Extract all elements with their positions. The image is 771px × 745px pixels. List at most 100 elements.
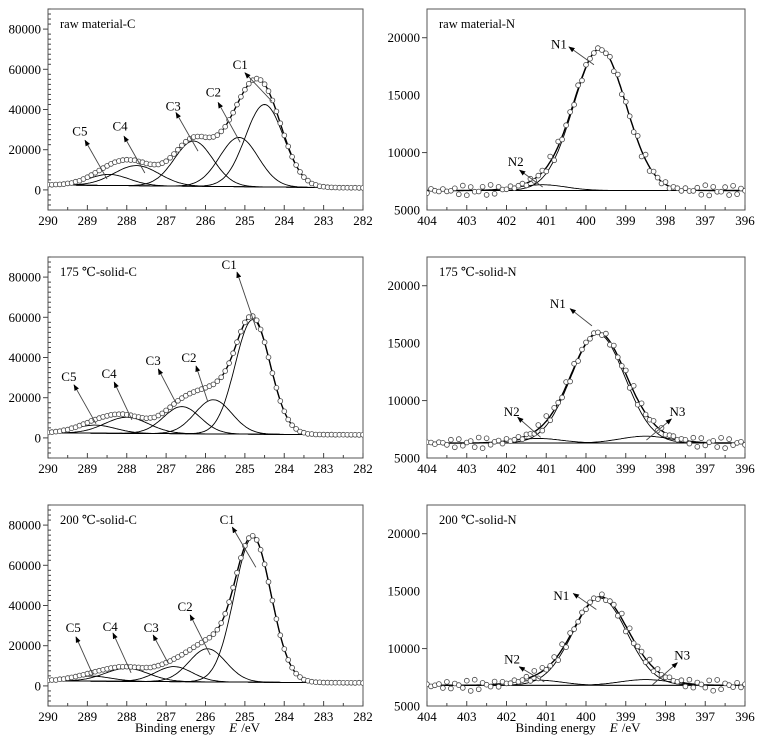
annotation-arrow xyxy=(517,416,541,438)
y-tick-label: 0 xyxy=(35,182,42,197)
x-tick-label: 402 xyxy=(497,709,517,724)
annotation-arrow xyxy=(73,384,97,425)
data-point xyxy=(698,191,705,198)
x-tick-label: 284 xyxy=(275,213,295,228)
data-point xyxy=(579,609,585,616)
data-point xyxy=(583,62,589,68)
x-tick-label: 400 xyxy=(576,709,596,724)
data-point xyxy=(301,174,307,180)
data-point xyxy=(523,182,530,189)
peak-label-n1: N1 xyxy=(553,588,569,603)
data-point xyxy=(475,434,482,441)
data-point xyxy=(614,612,621,619)
data-point xyxy=(242,86,248,93)
data-point xyxy=(218,620,225,626)
data-point xyxy=(455,682,462,688)
data-point xyxy=(682,185,689,191)
x-tick-label: 287 xyxy=(156,709,176,724)
data-point xyxy=(210,631,217,637)
data-point xyxy=(175,397,181,404)
data-point xyxy=(519,436,526,442)
annotation-arrow xyxy=(519,169,543,188)
data-point xyxy=(194,641,201,648)
data-point xyxy=(742,442,745,448)
data-point xyxy=(444,442,450,448)
panel-5: 290 289 288 287 286 285 284 283 282 0 20000 40000 60… xyxy=(9,504,373,735)
data-point xyxy=(587,335,593,342)
data-point xyxy=(265,354,272,361)
x-tick-label: 286 xyxy=(196,709,216,724)
peak-label-c4: C4 xyxy=(112,118,128,133)
x-tick-label: 289 xyxy=(78,709,98,724)
y-tick-label: 20000 xyxy=(9,390,42,405)
data-point xyxy=(670,433,677,439)
y-tick-label: 80000 xyxy=(9,22,42,37)
data-point xyxy=(563,644,569,650)
data-point xyxy=(706,677,712,684)
data-point xyxy=(726,192,732,198)
annotation-arrow xyxy=(652,662,678,686)
data-point xyxy=(654,666,661,672)
x-axis-label-symbol: E xyxy=(228,720,237,735)
data-point xyxy=(686,676,693,683)
data-point xyxy=(487,182,494,188)
data-point xyxy=(626,113,633,119)
data-point xyxy=(491,678,498,685)
y-tick-label: 40000 xyxy=(9,102,42,117)
x-tick-label: 284 xyxy=(275,709,295,724)
data-point xyxy=(289,664,295,671)
data-point xyxy=(187,647,193,653)
data-point xyxy=(587,55,593,62)
peak-label-c3: C3 xyxy=(166,98,181,113)
fitted-envelope xyxy=(48,535,363,684)
data-point xyxy=(575,82,581,88)
data-point xyxy=(551,654,557,660)
y-tick-label: 40000 xyxy=(9,350,42,365)
data-point xyxy=(734,679,740,686)
data-point xyxy=(479,445,486,452)
data-point xyxy=(483,192,490,198)
data-point xyxy=(730,183,736,189)
x-tick-label: 286 xyxy=(196,461,216,476)
x-tick-label: 400 xyxy=(576,213,596,228)
data-point xyxy=(682,683,689,690)
plot-frame xyxy=(426,8,746,211)
x-tick-label: 285 xyxy=(235,461,255,476)
data-point xyxy=(543,413,550,419)
data-point xyxy=(448,685,454,692)
data-point xyxy=(603,50,609,57)
data-point xyxy=(257,77,264,83)
data-point xyxy=(702,684,709,691)
data-point xyxy=(214,378,221,385)
data-point xyxy=(575,618,581,625)
data-point xyxy=(591,50,597,56)
x-tick-label: 398 xyxy=(656,461,676,476)
x-tick-label: 283 xyxy=(314,461,334,476)
data-point xyxy=(293,162,299,168)
x-tick-label: 401 xyxy=(537,461,557,476)
annotation-arrow xyxy=(568,46,595,66)
data-point xyxy=(543,666,550,673)
data-point xyxy=(539,427,546,434)
x-axis-label: Binding energy E/eV xyxy=(135,720,261,735)
panel-title: 200 ℃-solid-C xyxy=(60,513,137,527)
data-point xyxy=(249,532,256,539)
peak-label-n1: N1 xyxy=(550,296,566,311)
x-tick-label: 282 xyxy=(353,213,373,228)
data-point xyxy=(690,434,697,441)
data-point xyxy=(360,432,363,438)
y-tick-label: 5000 xyxy=(394,699,420,714)
data-point xyxy=(269,97,276,104)
data-point xyxy=(610,601,617,608)
data-point xyxy=(634,643,641,650)
y-tick-label: 60000 xyxy=(9,62,42,77)
data-point xyxy=(559,394,565,401)
data-point xyxy=(710,437,716,444)
x-axis-label-symbol: E xyxy=(609,720,618,735)
plot-frame xyxy=(426,504,746,707)
data-point xyxy=(96,167,102,174)
data-point xyxy=(440,685,446,691)
data-point xyxy=(179,395,185,401)
data-point xyxy=(734,191,740,197)
data-point xyxy=(238,94,244,100)
